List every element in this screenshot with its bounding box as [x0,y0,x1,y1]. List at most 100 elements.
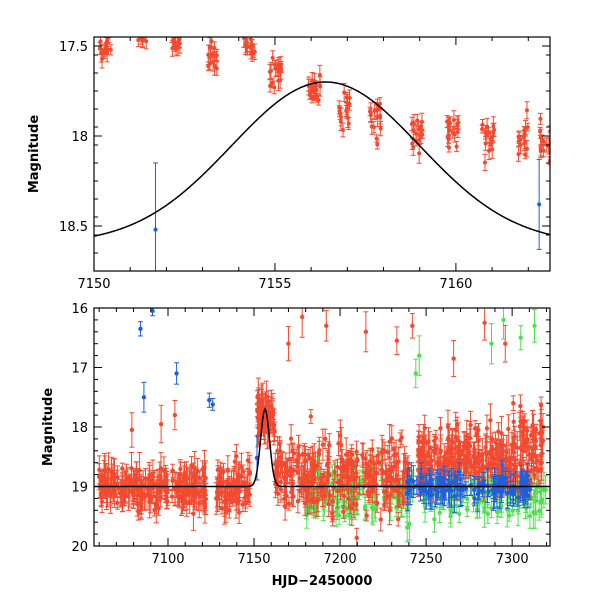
top-red-point-marker [482,160,487,165]
top-red-point [374,139,380,150]
top-red-point-marker [136,31,140,35]
red-point-marker [180,492,186,497]
red-point [157,461,163,491]
red-point [131,479,137,500]
top-red-point-marker [451,117,456,122]
top-red-point [524,101,530,120]
top-red-point-marker [541,139,546,144]
top-red-point [377,108,383,128]
top-red-point-marker [175,41,180,46]
red-point-marker [196,491,201,496]
red-point [327,489,333,501]
top-red-point [108,44,114,56]
red-point-marker [257,399,263,405]
red-point-marker [354,449,359,454]
top-red-point-marker [250,51,255,56]
top-red-point-marker [272,85,277,90]
top-red-point [104,37,110,47]
top-red-point [518,136,524,155]
red-point-marker [202,464,207,470]
red-point [257,394,263,410]
red-point [238,468,244,485]
top-red-point [454,140,460,153]
top-red-point [486,141,492,161]
green-point-marker [405,525,410,530]
red-point-marker [115,475,120,480]
blue-point [536,158,542,250]
red-point-marker [126,494,131,499]
top-panel-frame [93,36,551,272]
red-point-marker [115,500,120,506]
red-point-marker [234,479,239,484]
red-point-marker [131,487,136,492]
red-point-marker [182,472,187,478]
red-point-marker [135,486,140,491]
top-red-point-marker [375,142,380,147]
red-point-marker [305,452,311,457]
green-point-marker [432,517,437,522]
red-point-marker [258,413,263,418]
red-point-marker [219,506,225,511]
top-red-point-marker [538,146,543,151]
top-red-point [169,39,175,57]
red-point-marker [108,493,113,499]
top-red-point [136,26,141,36]
red-point-marker [170,478,175,484]
green-point-marker [457,511,462,516]
green-point-marker [527,513,533,519]
red-point-marker [339,442,344,448]
red-point [354,527,360,546]
top-red-point-marker [140,37,145,41]
green-point [456,504,462,524]
red-point-marker [291,451,297,456]
green-point-marker [474,507,480,512]
red-point-marker [221,469,226,475]
top-red-point [419,121,425,139]
top-red-point-marker [312,79,317,84]
red-point-marker [374,501,380,506]
top-red-point [253,23,258,35]
top-red-point [413,124,419,143]
top-red-point [446,142,452,153]
green-point [431,506,437,533]
red-point-marker [170,468,175,473]
red-point [243,481,249,499]
green-point-marker [448,508,453,514]
top-red-point-marker [368,113,373,118]
top-red-point-marker [488,142,493,147]
top-red-point [450,125,456,139]
green-outlier-point-marker [417,353,422,358]
top-panel-y-axis-title: Magnitude [27,115,42,194]
red-point-marker [157,473,162,479]
red-point-marker [235,489,241,495]
red-point-marker [120,491,126,497]
top-red-point-marker [136,37,141,42]
top-red-point-marker [338,111,343,116]
green-point-marker [464,507,470,512]
green-point-marker [537,489,543,495]
red-point [119,462,125,475]
bottom-panel-data [94,308,550,546]
red-point [184,482,190,501]
top-red-point-marker [316,98,321,103]
top-red-point [377,97,383,111]
green-point-marker [482,509,487,514]
top-red-point-marker [318,84,323,89]
top-red-point-marker [521,135,526,140]
top-red-point-marker [344,95,349,100]
red-point [192,485,198,508]
top-red-point [371,121,377,134]
top-red-point-marker [178,31,182,35]
top-red-point [250,48,256,59]
top-red-point [409,116,415,131]
x-tick-label: 7155 [258,277,291,292]
top-red-point-marker [143,30,147,34]
top-red-point [444,115,450,128]
red-point-marker [178,466,183,472]
green-point-marker [506,513,512,518]
red-point [222,481,228,502]
top-red-point [214,61,220,76]
top-red-point-marker [276,63,281,68]
top-red-point [311,92,317,102]
